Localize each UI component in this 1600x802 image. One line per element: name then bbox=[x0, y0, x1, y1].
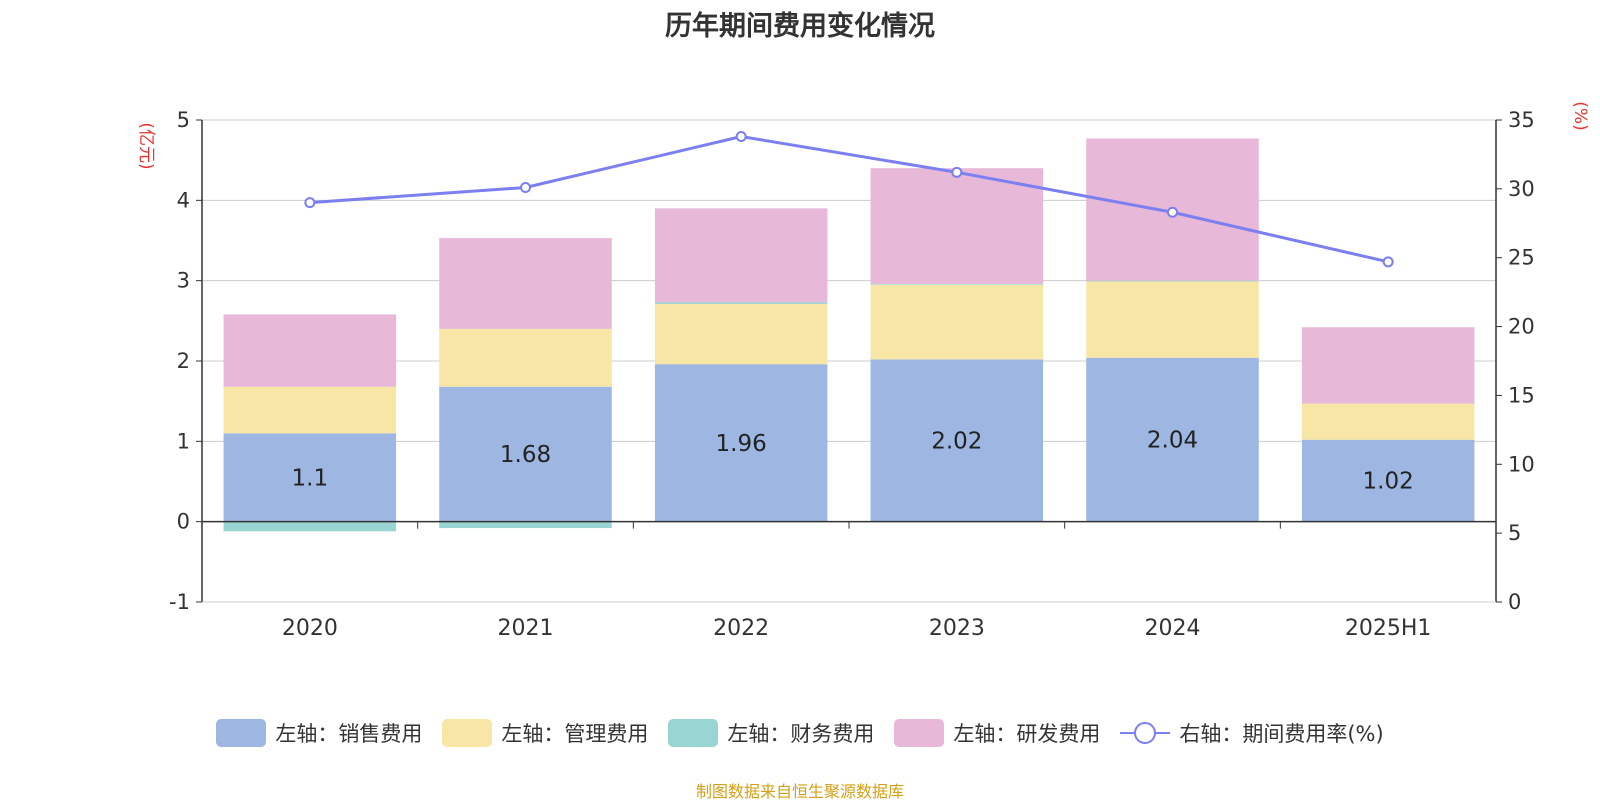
bar-segment-1 bbox=[870, 359, 1044, 522]
legend-swatch-expense-rate bbox=[1120, 719, 1171, 747]
legend-item-sales[interactable]: 左轴：销售费用 bbox=[216, 718, 422, 748]
bar-data-label: 1.68 bbox=[500, 442, 551, 468]
bar-segment-4 bbox=[654, 208, 828, 303]
left-tick-label: 4 bbox=[177, 188, 190, 212]
bar-segment-4 bbox=[1301, 327, 1475, 404]
bar-segment-4 bbox=[223, 314, 397, 387]
x-tick-label: 2023 bbox=[929, 616, 985, 641]
right-tick-label: 35 bbox=[1508, 108, 1535, 132]
bar-segment-2 bbox=[439, 328, 612, 387]
right-tick-label: 25 bbox=[1508, 246, 1535, 270]
right-tick-label: 0 bbox=[1508, 590, 1521, 614]
bar-segment-3 bbox=[1086, 280, 1259, 282]
bar-segment-3 bbox=[439, 521, 612, 529]
bar-segment-1 bbox=[223, 433, 397, 522]
expense-rate-point bbox=[951, 166, 963, 178]
legend-swatch-admin bbox=[442, 719, 493, 747]
bar-data-label: 1.1 bbox=[292, 465, 329, 491]
right-tick-label: 30 bbox=[1508, 177, 1535, 201]
legend-item-admin[interactable]: 左轴：管理费用 bbox=[442, 718, 648, 748]
expense-rate-point bbox=[304, 197, 316, 209]
chart-plot: -1 0 1 2 3 4 5 0 5 10 15 20 25 30 35 (亿元) (%) 1.1 1.68 1.96… bbox=[136, 101, 1590, 641]
bar-data-label: 2.04 bbox=[1147, 428, 1198, 454]
legend-item-expense-rate[interactable]: 右轴：期间费用率(%) bbox=[1120, 718, 1384, 748]
bar-segment-3 bbox=[870, 283, 1044, 285]
right-tick-label: 15 bbox=[1508, 383, 1535, 407]
expense-rate-line bbox=[309, 134, 1389, 264]
x-tick-label: 2020 bbox=[282, 616, 338, 641]
x-tick-label: 2025H1 bbox=[1345, 616, 1432, 641]
bar-data-label: 2.02 bbox=[931, 429, 982, 455]
legend: 左轴：销售费用 左轴：管理费用 左轴：财务费用 左轴：研发费用 右轴：期间费用率… bbox=[0, 718, 1600, 748]
expense-rate-point bbox=[1382, 256, 1394, 268]
bar-segment-1 bbox=[439, 386, 612, 522]
bar-segment-2 bbox=[870, 284, 1044, 360]
left-tick-label: 5 bbox=[177, 108, 190, 132]
right-tick-label: 20 bbox=[1508, 315, 1535, 339]
bar-segment-1 bbox=[1086, 357, 1259, 522]
legend-label-admin: 左轴：管理费用 bbox=[501, 722, 649, 746]
bar-segment-4 bbox=[870, 168, 1044, 284]
bar-data-label: 1.96 bbox=[716, 431, 767, 457]
bar-segment-2 bbox=[223, 386, 397, 434]
left-axis-unit-label: (亿元) bbox=[136, 122, 156, 169]
legend-label-sales: 左轴：销售费用 bbox=[275, 722, 423, 746]
expense-rate-point bbox=[735, 131, 747, 143]
legend-swatch-rnd bbox=[894, 719, 945, 747]
right-tick-label: 5 bbox=[1508, 521, 1521, 545]
expense-rate-point bbox=[1167, 206, 1178, 218]
left-tick-label: 1 bbox=[177, 429, 190, 453]
bar-segment-3 bbox=[223, 521, 397, 532]
bar-segment-2 bbox=[1301, 403, 1475, 440]
legend-label-finance: 左轴：财务费用 bbox=[727, 722, 875, 746]
bar-segment-1 bbox=[1301, 439, 1475, 522]
right-axis-unit-label: (%) bbox=[1570, 101, 1590, 130]
bar-data-label: 1.02 bbox=[1363, 469, 1414, 495]
x-tick-label: 2022 bbox=[713, 616, 769, 641]
left-tick-label: 3 bbox=[177, 269, 190, 293]
bar-segment-2 bbox=[654, 303, 828, 365]
legend-swatch-finance bbox=[668, 719, 719, 747]
x-tick-label: 2024 bbox=[1145, 616, 1201, 641]
bar-segment-1 bbox=[654, 364, 828, 522]
x-tick-label: 2021 bbox=[498, 616, 554, 641]
expense-rate-point bbox=[520, 181, 531, 193]
bar-segment-3 bbox=[654, 302, 828, 304]
legend-label-rnd: 左轴：研发费用 bbox=[953, 722, 1101, 746]
left-tick-label: -1 bbox=[169, 590, 190, 614]
legend-label-expense-rate: 右轴：期间费用率(%) bbox=[1179, 722, 1384, 746]
source-note: 制图数据来自恒生聚源数据库 bbox=[695, 782, 904, 801]
legend-item-rnd[interactable]: 左轴：研发费用 bbox=[894, 718, 1100, 748]
chart-title: 历年期间费用变化情况 bbox=[665, 11, 935, 42]
right-tick-label: 10 bbox=[1508, 452, 1535, 476]
legend-swatch-sales bbox=[216, 719, 267, 747]
bar-segment-4 bbox=[439, 238, 612, 329]
bar-segment-2 bbox=[1086, 281, 1259, 358]
legend-item-finance[interactable]: 左轴：财务费用 bbox=[668, 718, 874, 748]
left-tick-label: 2 bbox=[177, 349, 190, 373]
left-tick-label: 0 bbox=[177, 510, 190, 534]
